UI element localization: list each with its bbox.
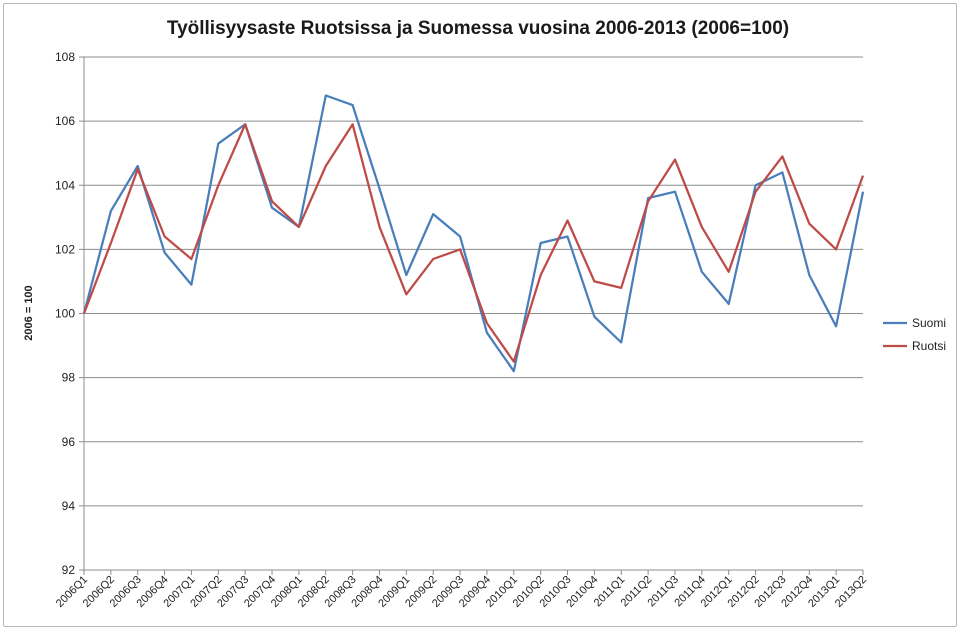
y-tick-label-8: 108 [55, 50, 75, 64]
y-tick-label-0: 92 [62, 563, 76, 577]
legend-label-suomi: Suomi [912, 316, 946, 330]
y-tick-label-2: 96 [62, 435, 76, 449]
series-line-ruotsi [82, 123, 865, 363]
y-axis-label: 2006 = 100 [23, 285, 35, 340]
y-tick-label-4: 100 [55, 307, 75, 321]
y-tick-label-6: 104 [55, 178, 75, 192]
gridlines [84, 56, 863, 571]
x-axis-ticks: 2006Q12006Q22006Q32006Q42007Q12007Q22007… [54, 570, 869, 610]
y-tick-label-1: 94 [62, 499, 76, 513]
y-axis-ticks: 92 94 96 98 100 102 104 106 108 [55, 50, 84, 577]
legend-label-ruotsi: Ruotsi [912, 339, 946, 353]
y-tick-label-5: 102 [55, 242, 75, 256]
chart-title: Työllisyysaste Ruotsissa ja Suomessa vuo… [167, 18, 789, 39]
y-tick-label-3: 98 [62, 371, 76, 385]
y-tick-label-7: 106 [55, 114, 75, 128]
chart-frame [3, 3, 957, 627]
legend: Suomi Ruotsi [883, 316, 946, 353]
series-lines [82, 94, 865, 373]
